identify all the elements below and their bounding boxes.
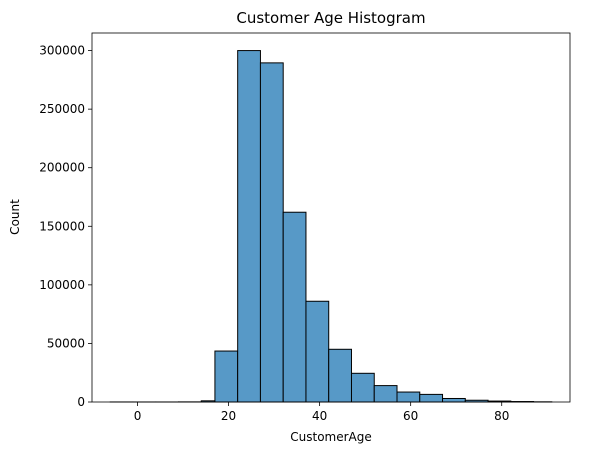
histogram-bar-13 — [396, 391, 421, 403]
y-tick-label: 150000 — [39, 219, 85, 233]
x-tick-label: 80 — [494, 409, 509, 423]
histogram-bar-9 — [305, 300, 330, 403]
histogram-bar-14 — [419, 393, 444, 403]
x-axis-ticks: 0 20 40 60 80 — [134, 402, 509, 423]
y-tick-label: 200000 — [39, 161, 85, 175]
y-axis-label: Count — [8, 199, 22, 235]
histogram-bar-5 — [214, 350, 239, 403]
y-tick-label: 100000 — [39, 278, 85, 292]
histogram-bar-11 — [350, 372, 375, 403]
y-tick-label: 300000 — [39, 44, 85, 58]
histogram-bar-12 — [373, 385, 398, 403]
histogram-bar-8 — [282, 211, 307, 403]
histogram-bar-7 — [259, 62, 284, 403]
x-axis-label: CustomerAge — [290, 430, 372, 444]
histogram-bar-15 — [442, 397, 466, 403]
y-tick-label: 0 — [77, 395, 85, 409]
y-tick-label: 250000 — [39, 102, 85, 116]
histogram-bar-6 — [237, 50, 261, 403]
y-tick-label: 50000 — [47, 336, 85, 350]
x-tick-label: 20 — [221, 409, 236, 423]
y-axis-ticks: 0 50000 100000 150000 200000 250000 300000 — [39, 44, 92, 409]
x-tick-label: 40 — [312, 409, 327, 423]
plot-frame — [91, 32, 571, 403]
chart-title: Customer Age Histogram — [236, 9, 425, 27]
x-tick-label: 0 — [134, 409, 142, 423]
x-tick-label: 60 — [403, 409, 418, 423]
bars-group — [109, 50, 553, 403]
histogram-bar-10 — [328, 348, 352, 403]
